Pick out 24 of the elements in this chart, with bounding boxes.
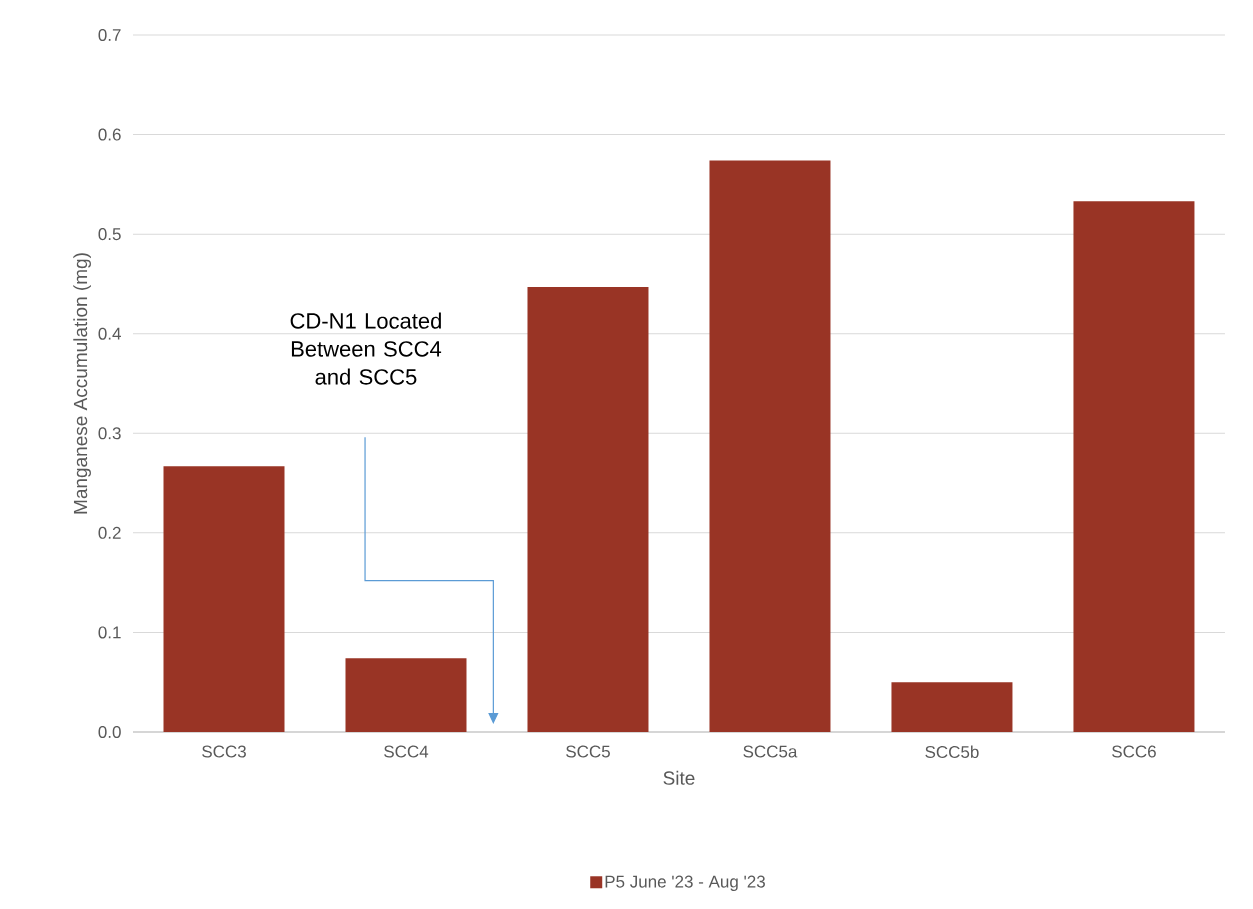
bar xyxy=(163,466,285,732)
bar xyxy=(709,160,831,732)
legend-label: P5 June '23 - Aug '23 xyxy=(605,875,765,891)
x-tick-label: SCC5b xyxy=(925,745,979,759)
y-tick-label: 0.0 xyxy=(98,725,121,739)
x-axis-title: Site xyxy=(663,770,695,785)
y-tick-label: 0.5 xyxy=(98,228,121,241)
x-tick-label: SCC5 xyxy=(566,745,610,758)
bar xyxy=(527,286,649,732)
y-tick-label: 0.4 xyxy=(98,327,121,340)
y-tick-label: 0.7 xyxy=(98,28,121,42)
x-tick-label: SCC5a xyxy=(743,745,798,758)
x-tick-label: SCC3 xyxy=(202,745,246,758)
y-tick-label: 0.3 xyxy=(98,427,121,440)
x-tick-label: SCC6 xyxy=(1112,745,1156,758)
bar xyxy=(345,658,467,732)
x-tick-label: SCC4 xyxy=(384,745,429,758)
y-axis-title: Manganese Accumulation (mg) xyxy=(73,253,91,514)
annotation: CD-N1 Located Between SCC4 and SCC5 xyxy=(290,312,442,385)
bar xyxy=(891,682,1013,732)
y-tick-label: 0.6 xyxy=(98,128,121,141)
y-tick-label: 0.1 xyxy=(98,626,121,639)
y-tick-label: 0.2 xyxy=(98,526,121,539)
bar xyxy=(1073,201,1195,732)
